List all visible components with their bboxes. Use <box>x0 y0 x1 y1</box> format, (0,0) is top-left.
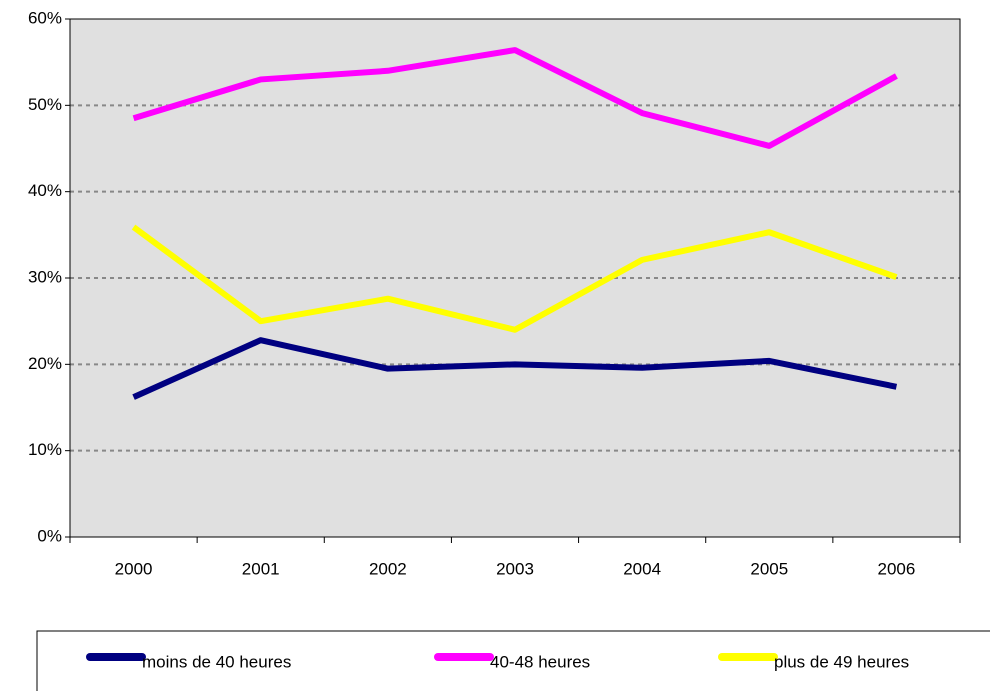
y-tick-label: 50% <box>28 95 62 114</box>
x-tick-label: 2002 <box>369 559 407 578</box>
y-tick-label: 20% <box>28 354 62 373</box>
legend-box <box>36 630 990 691</box>
y-tick-label: 40% <box>28 181 62 200</box>
plot-border <box>69 18 961 538</box>
y-tick-label: 0% <box>37 526 62 545</box>
plot-area <box>70 19 960 537</box>
x-tick-label: 2005 <box>750 559 788 578</box>
series-line <box>131 224 898 333</box>
x-tick-label: 2003 <box>496 559 534 578</box>
x-tick-label: 2000 <box>115 559 153 578</box>
series-line <box>132 337 898 400</box>
y-tick-label: 30% <box>28 267 62 286</box>
y-tick-label: 60% <box>28 8 62 27</box>
x-tick-label: 2006 <box>878 559 916 578</box>
legend-label: 40-48 heures <box>490 652 590 671</box>
series-line <box>132 47 898 149</box>
x-tick-label: 2001 <box>242 559 280 578</box>
x-tick-label: 2004 <box>623 559 661 578</box>
y-tick-label: 10% <box>28 440 62 459</box>
legend-label: moins de 40 heures <box>142 652 291 671</box>
legend-label: plus de 49 heures <box>774 652 909 671</box>
